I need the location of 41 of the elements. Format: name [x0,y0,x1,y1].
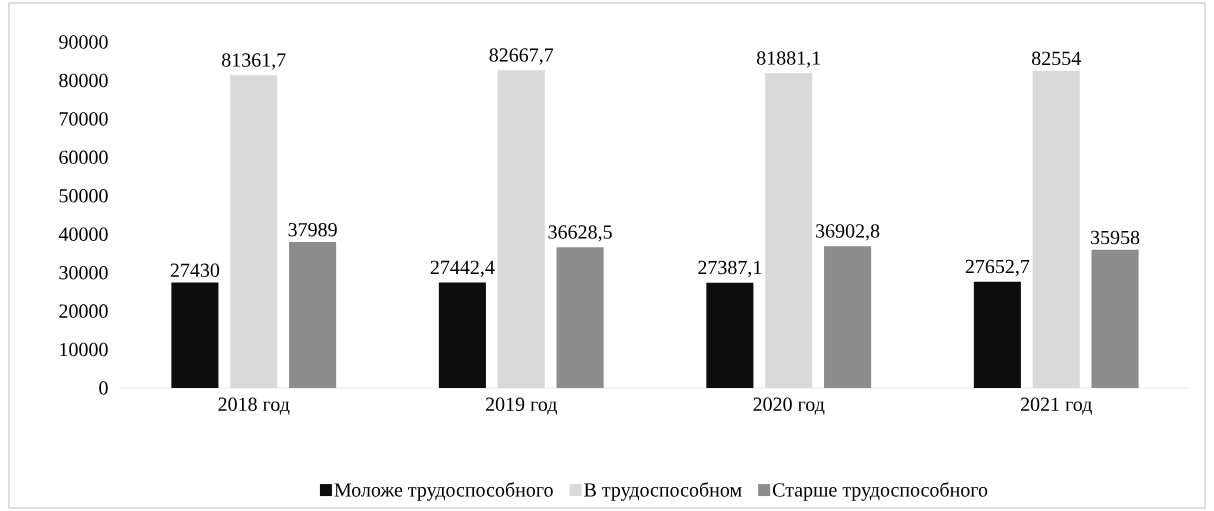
y-tick-label: 10000 [60,342,108,357]
x-tick-label: 2020 год [753,397,825,415]
x-tick-label: 2021 год [1020,397,1092,415]
legend-label: В трудоспособном [584,482,742,501]
bar [289,241,337,388]
bar [438,282,486,388]
y-tick-label: 70000 [59,112,108,126]
data-label: 27652,7 [965,259,1030,277]
bar [556,247,604,388]
y-tick-label: 60000 [59,150,108,165]
bar [706,282,754,388]
data-label: 36902,8 [816,224,880,241]
data-label: 37989 [288,222,337,237]
y-tick-label: 50000 [59,189,108,203]
bar [171,282,219,388]
bar [973,281,1021,388]
bar [1091,249,1139,388]
data-label: 82554 [1031,51,1081,66]
y-tick-label: 40000 [58,227,108,241]
y-tick-label: 30000 [59,265,108,280]
y-tick-label: 80000 [59,73,108,88]
bar [824,246,872,388]
bar [230,75,278,388]
y-tick-label: 0 [99,381,108,395]
data-label: 27387,1 [698,260,762,278]
x-tick-label: 2018 год [218,397,290,415]
data-label: 81881,1 [757,51,821,68]
data-label: 35958 [1091,230,1140,245]
data-label: 27430 [170,263,220,278]
bar [1032,70,1080,388]
y-tick-label: 20000 [59,304,108,318]
x-tick-label: 2019 год [485,397,557,415]
bar [497,70,545,388]
legend-label: Моложе трудоспособного [334,482,553,501]
legend-label: Старше трудоспособного [772,482,988,501]
bar [765,73,813,388]
data-label: 82667,7 [489,48,554,65]
data-label: 81361,7 [222,53,286,70]
data-label: 27442,4 [430,260,495,277]
y-tick-label: 90000 [59,35,108,49]
data-label: 36628,5 [548,225,612,242]
